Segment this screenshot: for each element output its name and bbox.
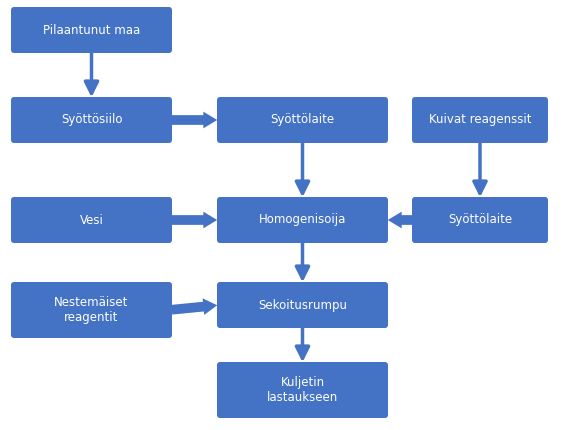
FancyBboxPatch shape	[217, 282, 388, 328]
Text: Sekoitusrumpu: Sekoitusrumpu	[258, 298, 347, 311]
Text: Pilaantunut maa: Pilaantunut maa	[43, 24, 140, 37]
Text: Syöttölaite: Syöttölaite	[448, 214, 512, 227]
FancyBboxPatch shape	[412, 197, 548, 243]
FancyBboxPatch shape	[11, 97, 172, 143]
Text: Syöttölaite: Syöttölaite	[270, 114, 334, 126]
Text: Syöttösiilo: Syöttösiilo	[61, 114, 122, 126]
Text: Nestemäiset
reagentit: Nestemäiset reagentit	[54, 296, 129, 324]
Text: Kuljetin
lastaukseen: Kuljetin lastaukseen	[267, 376, 338, 404]
Text: Kuivat reagenssit: Kuivat reagenssit	[429, 114, 531, 126]
Text: Vesi: Vesi	[80, 214, 103, 227]
FancyBboxPatch shape	[11, 282, 172, 338]
FancyBboxPatch shape	[11, 197, 172, 243]
FancyBboxPatch shape	[412, 97, 548, 143]
FancyBboxPatch shape	[11, 7, 172, 53]
Text: Homogenisoija: Homogenisoija	[259, 214, 346, 227]
FancyBboxPatch shape	[217, 97, 388, 143]
FancyBboxPatch shape	[217, 362, 388, 418]
FancyBboxPatch shape	[217, 197, 388, 243]
